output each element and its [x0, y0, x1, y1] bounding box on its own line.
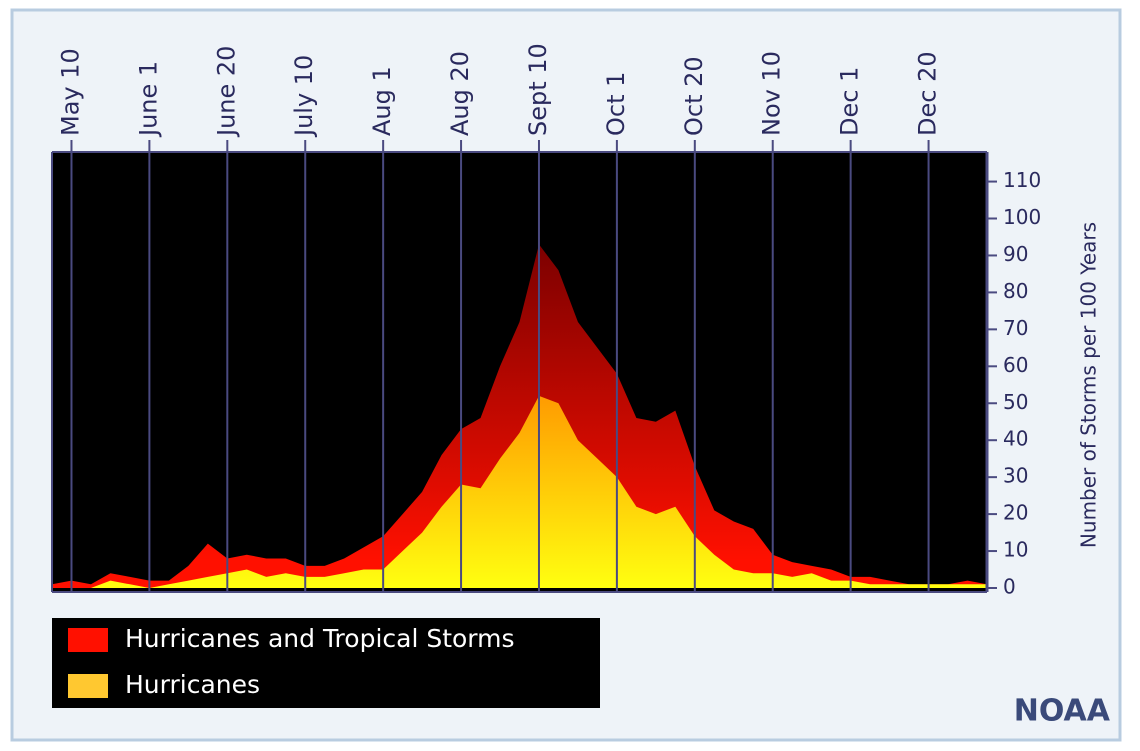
x-tick-label: Aug 20	[446, 51, 474, 136]
legend-swatch	[68, 628, 108, 652]
y-tick-label: 20	[1003, 501, 1028, 525]
y-tick-label: 90	[1003, 242, 1028, 266]
legend-label: Hurricanes and Tropical Storms	[125, 624, 515, 653]
x-tick-label: May 10	[56, 48, 84, 136]
legend	[52, 618, 600, 708]
x-tick-label: Aug 1	[368, 66, 396, 136]
x-tick-label: Dec 20	[914, 51, 942, 136]
y-tick-label: 110	[1003, 168, 1041, 192]
x-tick-label: June 1	[134, 61, 162, 138]
y-tick-label: 50	[1003, 390, 1028, 414]
x-tick-label: Oct 20	[680, 56, 708, 136]
y-tick-label: 40	[1003, 427, 1028, 451]
y-tick-label: 100	[1003, 205, 1041, 229]
x-tick-label: June 20	[212, 46, 240, 138]
x-tick-label: July 10	[290, 55, 318, 138]
legend-label: Hurricanes	[125, 670, 260, 699]
y-tick-label: 30	[1003, 464, 1028, 488]
area	[52, 395, 987, 588]
x-tick-label: Dec 1	[836, 67, 864, 136]
y-axis-label: Number of Storms per 100 Years	[1077, 222, 1101, 548]
y-tick-label: 80	[1003, 279, 1028, 303]
x-tick-label: Nov 10	[758, 51, 786, 136]
source: NOAA	[1014, 694, 1111, 729]
x-tick-label: Oct 1	[602, 72, 630, 136]
y-tick-label: 70	[1003, 316, 1028, 340]
y-tick-label: 60	[1003, 353, 1028, 377]
y-tick-label: 0	[1003, 575, 1016, 599]
legend-swatch	[68, 674, 108, 698]
y-tick-label: 10	[1003, 538, 1028, 562]
x-tick-label: Sept 10	[524, 43, 552, 136]
area	[52, 244, 987, 589]
